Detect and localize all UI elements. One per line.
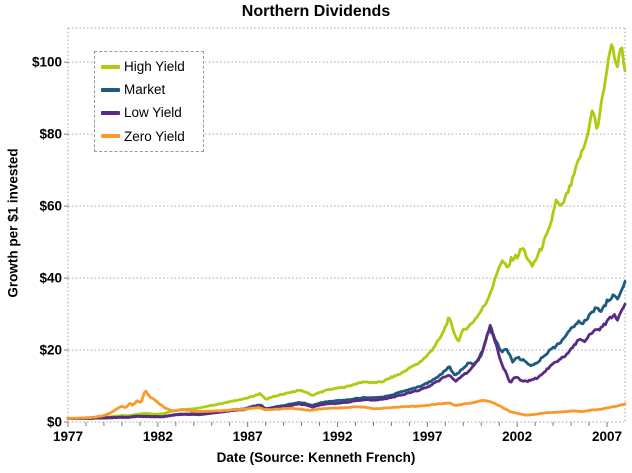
x-tick-label: 1992 xyxy=(322,429,352,444)
legend-swatch-icon xyxy=(101,134,120,139)
x-tick-label: 1987 xyxy=(233,429,263,444)
y-tick-label: $60 xyxy=(39,199,62,214)
legend-label: Zero Yield xyxy=(124,128,185,144)
y-tick-label: $40 xyxy=(39,271,62,286)
y-tick-label: $0 xyxy=(47,415,62,430)
series-line-low-yield xyxy=(66,302,627,420)
legend-item-market: Market xyxy=(101,78,201,101)
legend-item-low-yield: Low Yield xyxy=(101,101,201,124)
x-tick-label: 1977 xyxy=(53,429,83,444)
y-tick-label: $100 xyxy=(32,55,62,70)
legend-swatch-icon xyxy=(101,64,120,69)
chart-title: Northern Dividends xyxy=(241,3,391,20)
x-tick-label: 1982 xyxy=(143,429,173,444)
legend-item-zero-yield: Zero Yield xyxy=(101,125,201,148)
legend-swatch-icon xyxy=(101,87,120,92)
legend-item-high-yield: High Yield xyxy=(101,55,201,78)
y-tick-label: $80 xyxy=(39,127,62,142)
x-tick-label: 2002 xyxy=(502,429,532,444)
legend-label: Low Yield xyxy=(124,105,182,121)
series-line-high-yield xyxy=(66,43,627,420)
legend-label: High Yield xyxy=(124,59,185,75)
x-tick-label: 2007 xyxy=(592,429,622,444)
legend: High Yield Market Low Yield Zero Yield xyxy=(94,51,204,152)
legend-label: Market xyxy=(124,82,166,98)
x-tick-label: 1997 xyxy=(412,429,442,444)
y-tick-label: $20 xyxy=(39,343,62,358)
x-axis-title: Date (Source: Kenneth French) xyxy=(216,450,416,465)
series-line-zero-yield xyxy=(66,389,627,420)
legend-swatch-icon xyxy=(101,110,120,115)
